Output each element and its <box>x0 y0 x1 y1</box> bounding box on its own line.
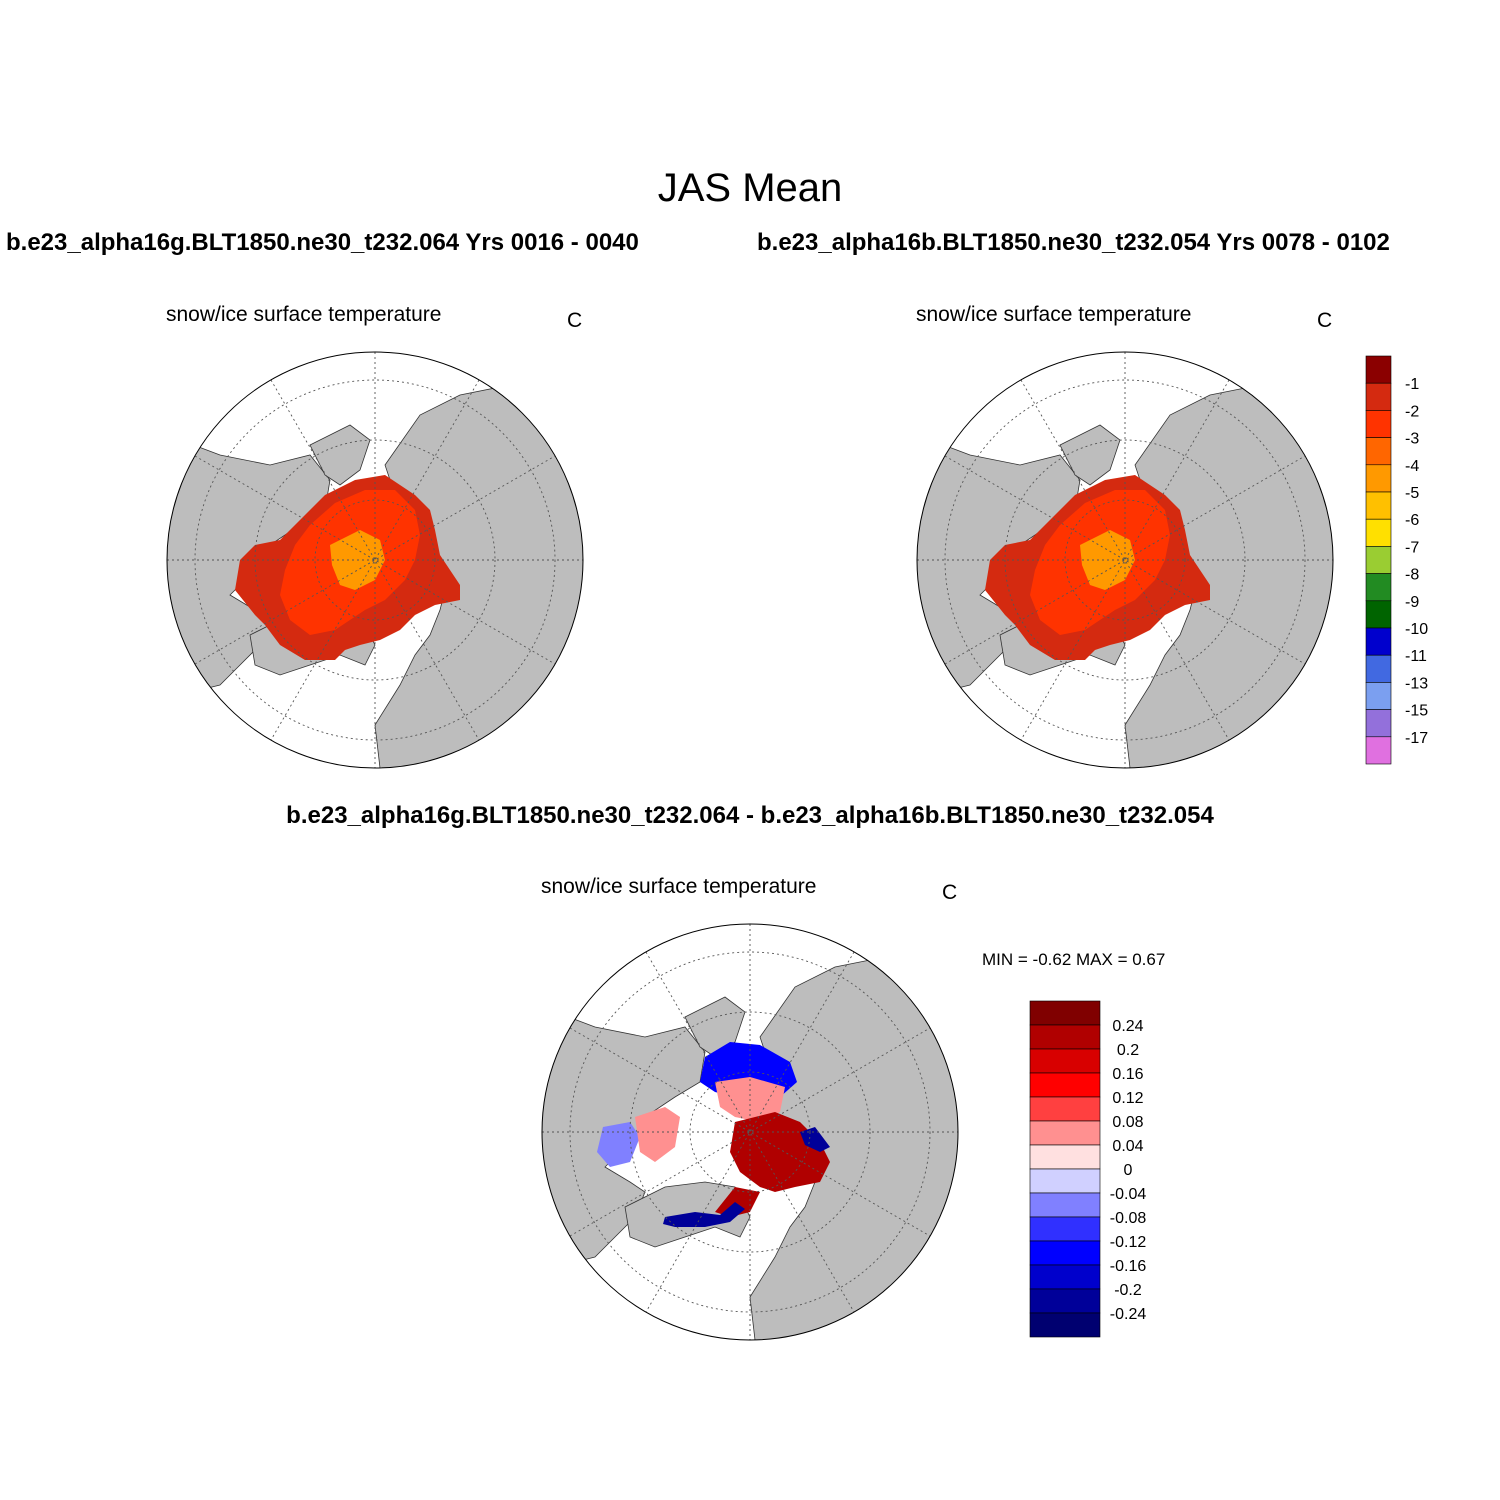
panel3-units: C <box>942 881 958 904</box>
colorbar-swatch <box>1029 1024 1101 1050</box>
panel2-title: snow/ice surface temperature <box>916 303 1192 326</box>
colorbar-main: -1 -2 -3 -4 -5 -6 -7 -8 -9 -10 -11 -13 -15 -17 <box>1365 355 1428 765</box>
colorbar-swatch <box>1029 1288 1101 1314</box>
colorbar-label: -1 <box>1405 376 1419 393</box>
colorbar-difference: 0.24 0.2 0.16 0.12 0.08 0.04 0 -0.04 -0.08 -0.12 -… <box>1029 1000 1147 1338</box>
polar-map-difference <box>541 923 959 1341</box>
colorbar-label: -7 <box>1405 539 1419 556</box>
colorbar-label: -5 <box>1405 485 1419 502</box>
map-frame <box>166 351 584 769</box>
colorbar-label: -0.24 <box>1110 1306 1147 1323</box>
colorbar-label: 0.12 <box>1112 1090 1143 1107</box>
map-frame <box>916 351 1334 769</box>
colorbar-swatch <box>1365 736 1392 765</box>
panel2-units: C <box>1317 309 1333 332</box>
diff-darkblue-strip <box>663 1202 745 1227</box>
colorbar-label: 0.16 <box>1112 1066 1143 1083</box>
colorbar-swatch <box>1029 1192 1101 1218</box>
colorbar-label: 0.04 <box>1112 1138 1143 1155</box>
colorbar-swatch <box>1365 546 1392 574</box>
colorbar-label: -10 <box>1405 621 1428 638</box>
colorbar-swatch <box>1029 1048 1101 1074</box>
colorbar-swatch <box>1365 355 1392 384</box>
colorbar-label: -0.12 <box>1110 1234 1147 1251</box>
colorbar-label: -15 <box>1405 703 1428 720</box>
diff-red-strip <box>715 1187 760 1217</box>
colorbar-swatch <box>1029 1096 1101 1122</box>
colorbar-swatch <box>1365 600 1392 629</box>
case1-title: b.e23_alpha16g.BLT1850.ne30_t232.064 Yrs… <box>6 229 639 256</box>
panel3-title: snow/ice surface temperature <box>541 875 817 898</box>
graticule <box>917 352 1333 768</box>
graticule <box>542 924 958 1340</box>
colorbar-label: 0 <box>1124 1162 1133 1179</box>
colorbar-label: -6 <box>1405 512 1419 529</box>
colorbar-label: 0.08 <box>1112 1114 1143 1131</box>
colorbar-label: -0.08 <box>1110 1210 1147 1227</box>
colorbar-swatch <box>1029 1264 1101 1290</box>
colorbar-swatch <box>1365 491 1392 520</box>
colorbar-swatch <box>1029 1000 1101 1026</box>
polar-map-case1 <box>166 351 584 769</box>
colorbar-label: -13 <box>1405 675 1428 692</box>
colorbar-label: -17 <box>1405 730 1428 747</box>
graticule <box>167 352 583 768</box>
colorbar-label: -0.2 <box>1114 1282 1142 1299</box>
colorbar-label: -11 <box>1405 648 1427 665</box>
colorbar-swatch <box>1365 573 1392 602</box>
diff-pink-patch <box>635 1107 680 1162</box>
colorbar-swatch <box>1029 1240 1101 1266</box>
panel1-title: snow/ice surface temperature <box>166 303 442 326</box>
colorbar-swatch <box>1029 1144 1101 1170</box>
colorbar-swatch <box>1029 1216 1101 1242</box>
colorbar-label: 0.2 <box>1117 1042 1139 1059</box>
polar-map-case2 <box>916 351 1334 769</box>
panel1-units: C <box>567 309 583 332</box>
map-frame <box>541 923 959 1341</box>
colorbar-label: -4 <box>1405 458 1419 475</box>
sea-ice-field <box>235 475 460 660</box>
colorbar-swatch <box>1365 709 1392 738</box>
colorbar-swatch <box>1365 518 1392 547</box>
colorbar-swatch <box>1365 382 1392 411</box>
colorbar-swatch <box>1365 654 1392 683</box>
colorbar-label: -2 <box>1405 403 1419 420</box>
case2-title: b.e23_alpha16b.BLT1850.ne30_t232.054 Yrs… <box>757 229 1390 256</box>
colorbar-swatch <box>1365 682 1392 710</box>
colorbar-swatch <box>1365 627 1392 656</box>
colorbar-swatch <box>1365 410 1392 438</box>
colorbar-label: -0.04 <box>1110 1186 1147 1203</box>
min-max-label: MIN = -0.62 MAX = 0.67 <box>982 950 1166 969</box>
colorbar-label: -9 <box>1405 594 1419 611</box>
colorbar-swatch <box>1365 437 1392 466</box>
difference-title: b.e23_alpha16g.BLT1850.ne30_t232.064 - b… <box>286 802 1214 829</box>
colorbar-swatch <box>1029 1312 1101 1338</box>
colorbar-label: -0.16 <box>1110 1258 1147 1275</box>
sea-ice-field <box>985 475 1210 660</box>
colorbar-label: -8 <box>1405 567 1419 584</box>
colorbar-swatch <box>1029 1168 1101 1194</box>
main-title: JAS Mean <box>657 166 843 210</box>
colorbar-swatch <box>1365 464 1392 493</box>
colorbar-label: 0.24 <box>1112 1018 1143 1035</box>
colorbar-label: -3 <box>1405 431 1419 448</box>
diff-lightblue-patch <box>597 1122 640 1167</box>
diff-darkblue-edge <box>800 1127 830 1152</box>
colorbar-swatch <box>1029 1072 1101 1098</box>
colorbar-swatch <box>1029 1120 1101 1146</box>
